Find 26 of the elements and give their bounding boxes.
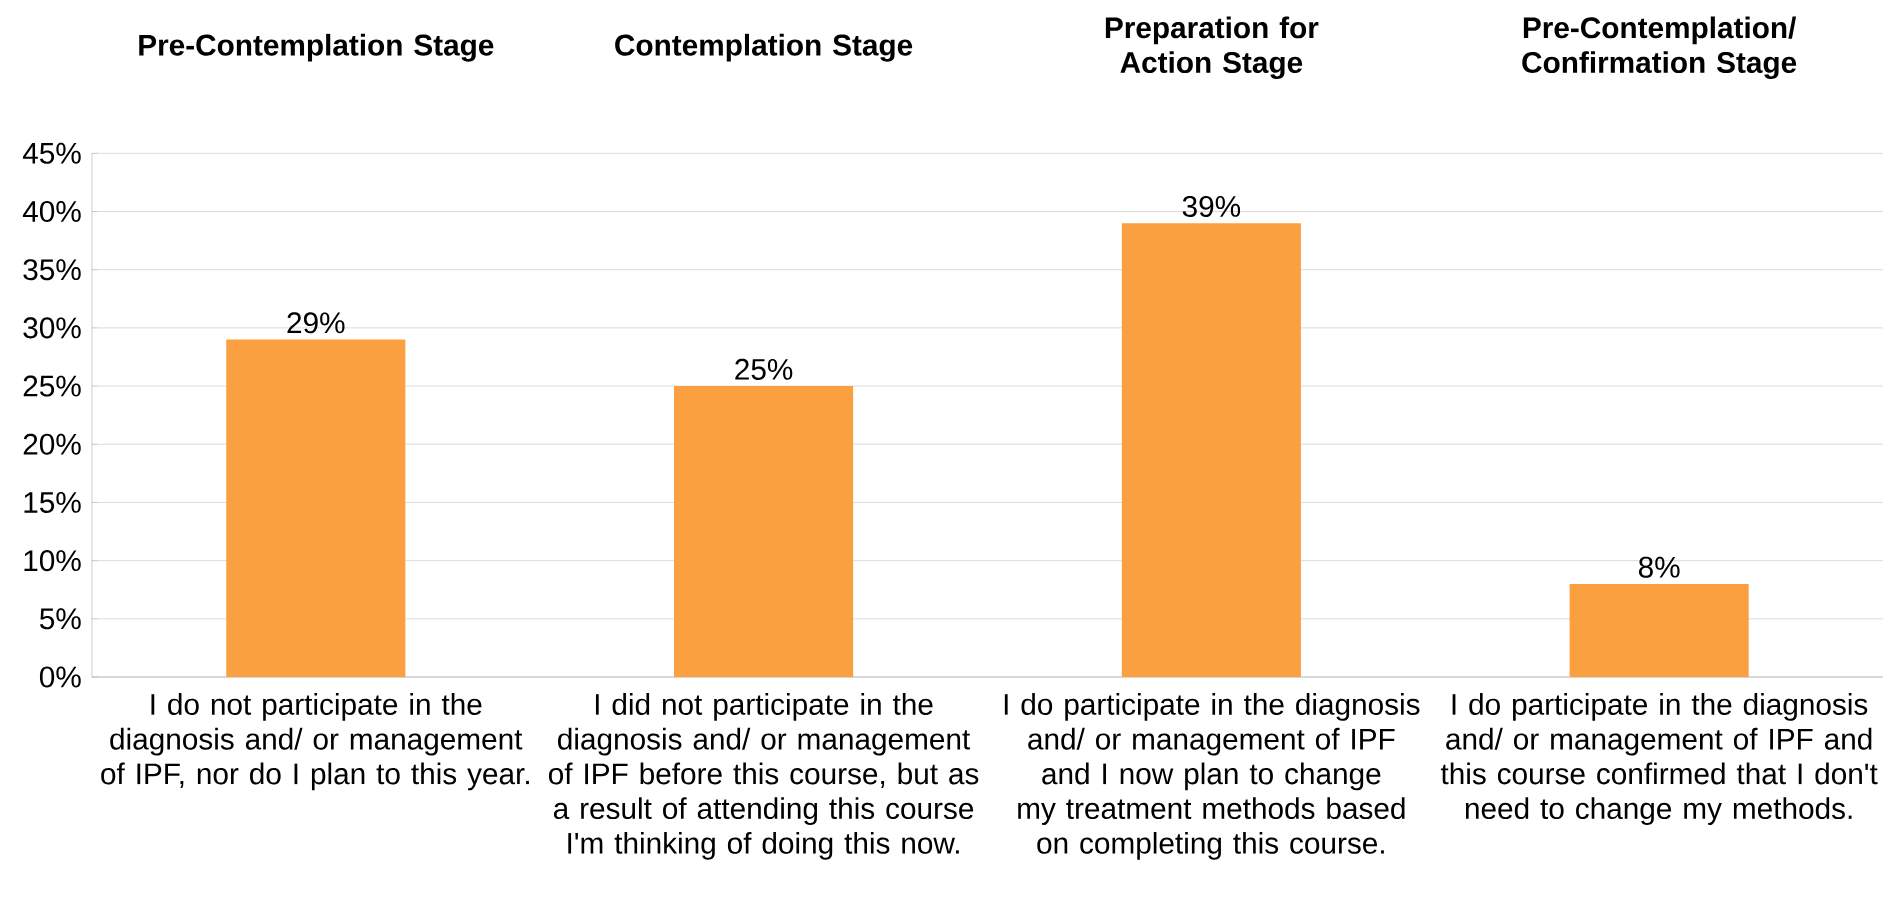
- y-tick-label: 15%: [24, 491, 81, 513]
- y-tick-label: 40%: [22, 200, 81, 223]
- bar: [1121, 223, 1301, 678]
- y-tick-label: 35%: [23, 259, 81, 281]
- x-tick-label: I do not participate in the diagnosis and/ or management of IPF, nor do I plan to this year.: [101, 693, 529, 791]
- text: Pre-Contemplation Stage: [139, 33, 494, 62]
- y-tick-label: 30%: [23, 317, 81, 339]
- text: Preparation for Action Stage: [1105, 16, 1319, 80]
- bar: [674, 386, 854, 678]
- data-label: 8%: [1638, 556, 1680, 578]
- y-tick-label: 20%: [23, 433, 81, 455]
- bar: [1569, 583, 1749, 678]
- y-tick-label: 25%: [23, 375, 81, 397]
- y-tick-label: 0%: [39, 666, 81, 688]
- data-label: 29%: [287, 312, 345, 334]
- y-tick-label: 5%: [39, 608, 81, 630]
- x-tick-label: I do participate in the diagnosis and/ or management of IPF and this course confirmed that I don't need to change my methods.: [1440, 693, 1878, 825]
- x-tick-label: I did not participate in the diagnosis and/ or management of IPF before this course, but as a result of attending this course I'm thinking of doing this now.: [548, 693, 979, 860]
- bar: [226, 339, 406, 678]
- text: Contemplation Stage: [615, 33, 913, 62]
- y-tick-label: 45%: [22, 142, 81, 164]
- data-label: 39%: [1182, 195, 1241, 217]
- x-tick-label: I do participate in the diagnosis and/ or management of IPF and I now plan to change my treatment methods based on completing this course.: [1004, 693, 1420, 860]
- y-tick-label: 10%: [24, 550, 81, 572]
- text: Pre-Contemplation/ Confirmation Stage: [1522, 16, 1797, 80]
- data-label: 25%: [735, 358, 793, 380]
